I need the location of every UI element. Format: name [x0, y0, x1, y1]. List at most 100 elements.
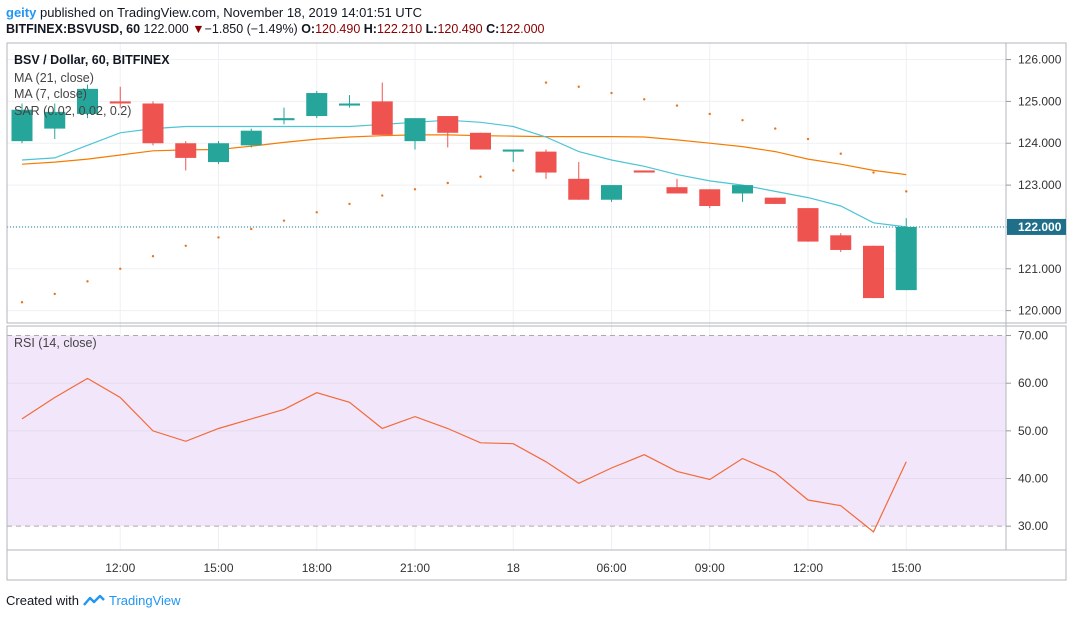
- sar-dot: [20, 301, 24, 304]
- candle-body: [535, 151, 557, 173]
- sar-dot: [119, 267, 122, 270]
- legend-sar: SAR (0.02, 0.02, 0.2): [14, 104, 131, 118]
- sar-dot: [184, 244, 187, 247]
- sar-dot: [806, 137, 810, 141]
- sar-dot: [544, 81, 548, 84]
- sar-dot: [872, 171, 875, 174]
- chart-frame: [6, 42, 1067, 581]
- candle-body: [470, 132, 491, 150]
- author-link[interactable]: geity: [6, 5, 37, 20]
- sar-dot: [839, 152, 842, 155]
- rsi-line: [21, 377, 907, 533]
- sar-dot: [446, 181, 449, 185]
- rsi-tick-label: 50.00: [1018, 424, 1048, 438]
- down-arrow-icon: ▼: [192, 22, 205, 36]
- created-with-text: Created with: [6, 593, 79, 608]
- sar-dot: [151, 255, 155, 258]
- sar-dot: [348, 202, 351, 206]
- close-label: C:: [486, 22, 500, 36]
- axes: 12:00 15:00 18:00 21:00 18 06:00 09:00 12:00 15:…: [105, 53, 1066, 575]
- rsi-tick-label: 60.00: [1018, 376, 1048, 390]
- sar-dot: [250, 227, 253, 231]
- chart-svg[interactable]: 12:00 15:00 18:00 21:00 18 06:00 09:00 12:00 15:…: [0, 40, 1073, 582]
- sar-dot: [53, 292, 56, 296]
- publish-info: published on TradingView.com, November 1…: [39, 5, 423, 20]
- candle-body: [633, 170, 655, 173]
- candle-body: [208, 143, 229, 163]
- candle-body: [44, 111, 66, 129]
- time-axis-frame: [6, 549, 1067, 581]
- price-change: −1.850 (−1.49%): [204, 22, 298, 36]
- last-price-label-bg: [1007, 218, 1066, 235]
- tradingview-logo-icon[interactable]: [83, 594, 105, 607]
- publish-line: geity published on TradingView.com, Nove…: [6, 5, 422, 20]
- sar-dot: [413, 188, 417, 191]
- x-tick-label: 12:00: [793, 561, 823, 575]
- sar-dot: [479, 175, 482, 178]
- candle-body: [830, 235, 852, 250]
- rsi-tick-label: 30.00: [1018, 519, 1048, 533]
- candle-body: [142, 103, 164, 144]
- price-tick-label: 124.000: [1018, 136, 1062, 150]
- candle-body: [437, 116, 459, 133]
- sar-dot: [217, 236, 220, 239]
- high-label: H:: [363, 22, 377, 36]
- candle-body: [797, 208, 819, 242]
- candle-body: [240, 130, 262, 146]
- candle-body: [175, 143, 197, 158]
- candle-body: [273, 118, 295, 121]
- candle-body: [306, 93, 328, 117]
- main-pane-title: BSV / Dollar, 60, BITFINEX: [14, 53, 170, 67]
- legend-ma21: MA (21, close): [14, 71, 94, 85]
- sar-dot: [905, 190, 908, 193]
- open-value: 120.490: [315, 22, 361, 36]
- price-tick-label: 121.000: [1018, 262, 1062, 276]
- sar-dot: [381, 194, 384, 197]
- sar-dot: [643, 98, 646, 101]
- x-tick-label: 15:00: [891, 561, 921, 575]
- candle-body: [371, 101, 393, 135]
- sar-dot: [774, 127, 777, 130]
- candle-body: [699, 189, 721, 207]
- sar-dots: [20, 81, 908, 304]
- low-label: L:: [425, 22, 438, 36]
- candle-body: [764, 197, 786, 204]
- grid: [7, 43, 1006, 550]
- x-tick-label: 12:00: [105, 561, 135, 575]
- price-pane-frame: [6, 42, 1067, 324]
- x-tick-label: 06:00: [596, 561, 626, 575]
- open-label: O:: [301, 22, 316, 36]
- symbol-name: BITFINEX:BSVUSD, 60: [6, 22, 141, 36]
- candle-body: [568, 178, 590, 200]
- candles[interactable]: [11, 82, 917, 299]
- candle-body: [109, 101, 131, 104]
- candle-body: [732, 185, 753, 194]
- rsi-tick-label: 40.00: [1018, 472, 1048, 486]
- candle-body: [404, 118, 426, 142]
- sar-dot: [512, 169, 515, 172]
- sar-dot: [675, 104, 679, 107]
- chart-container[interactable]: 12:00 15:00 18:00 21:00 18 06:00 09:00 12:00 15:…: [0, 40, 1073, 587]
- rsi-band-guides: [7, 335, 1006, 527]
- rsi-pane-title: RSI (14, close): [14, 336, 97, 350]
- candle-body: [863, 245, 884, 299]
- candle-body: [502, 149, 524, 152]
- sar-dot: [577, 85, 580, 88]
- footer: Created with TradingView: [6, 593, 181, 608]
- sar-dot: [741, 119, 744, 122]
- sar-dot: [282, 219, 286, 222]
- candle-body: [895, 226, 917, 291]
- price-tick-label: 120.000: [1018, 304, 1062, 318]
- tradingview-link[interactable]: TradingView: [108, 593, 181, 608]
- indicator-lines: [7, 119, 1006, 533]
- legend-ma7: MA (7, close): [14, 87, 87, 101]
- last-price: 122.000: [143, 22, 189, 36]
- sar-dot: [315, 211, 318, 214]
- x-tick-label: 15:00: [203, 561, 233, 575]
- low-value: 120.490: [437, 22, 483, 36]
- x-tick-label: 18: [507, 561, 521, 575]
- candle-body: [339, 103, 360, 106]
- close-value: 122.000: [499, 22, 545, 36]
- sar-dot: [86, 280, 89, 283]
- symbol-line: BITFINEX:BSVUSD, 60 122.000 ▼−1.850 (−1.…: [6, 22, 545, 36]
